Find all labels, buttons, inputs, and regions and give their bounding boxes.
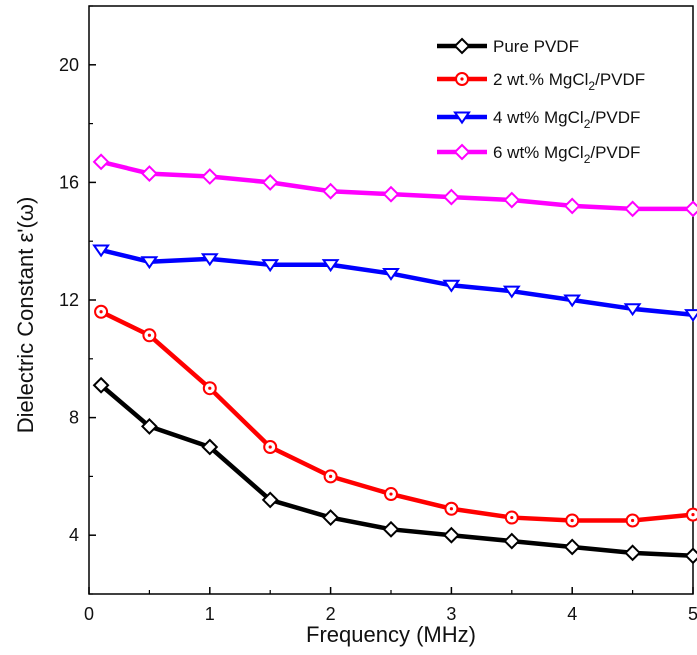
legend-label: 2 wt.% MgCl2/PVDF [493,70,645,93]
data-point-triangle [140,256,159,270]
data-point-diamond [92,153,110,171]
series-3 [92,244,697,323]
data-point-dot [691,513,695,517]
x-axis-title: Frequency (MHz) [306,622,476,647]
data-point-triangle [453,111,471,125]
series-layer [92,153,697,565]
data-point-diamond [503,191,521,209]
data-point-diamond [261,491,279,509]
data-point-triangle [92,244,110,258]
data-point-diamond [92,376,110,394]
data-point-dot [510,515,514,520]
data-point-triangle [502,285,521,299]
data-point-triangle [623,303,642,317]
data-point-diamond [684,547,697,565]
data-point-diamond [382,520,400,538]
legend: Pure PVDF 2 wt.% MgCl2/PVDF 4 wt% MgCl2/PV… [437,37,645,166]
x-tick-label: 0 [84,604,94,624]
data-point-triangle [382,267,400,281]
data-point-diamond [563,197,581,215]
legend-label: 6 wt% MgCl2/PVDF [493,143,640,166]
data-point-diamond [322,509,340,526]
data-point-diamond [624,544,642,562]
data-point-diamond [684,200,697,218]
data-point-dot [631,518,635,523]
legend-label: Pure PVDF [493,37,579,56]
data-point-diamond [382,185,400,203]
series-line [98,247,696,317]
y-axis-title: Dielectric Constant εʹ(ω) [13,197,38,434]
y-tick-label: 4 [69,525,79,545]
plot-frame [88,5,694,595]
data-point-dot [460,77,464,81]
data-point-diamond [453,37,471,55]
legend-entry-2: 2 wt.% MgCl2/PVDF [437,70,645,93]
data-point-dot [268,445,272,449]
data-point-diamond [563,538,581,556]
series-4 [92,153,697,218]
x-tick-label: 1 [205,604,215,624]
data-point-diamond [201,168,219,185]
legend-entry-1: Pure PVDF [437,37,579,56]
data-point-triangle [442,279,461,293]
data-point-diamond [261,173,279,191]
y-tick-label: 16 [59,172,79,192]
data-point-triangle [200,253,219,267]
y-tick-label: 12 [59,290,79,310]
series-line [98,159,696,212]
legend-label: 4 wt% MgCl2/PVDF [493,108,640,131]
data-point-diamond [503,532,521,550]
data-point-dot [570,518,574,523]
data-point-dot [147,333,151,337]
data-point-triangle [261,259,280,273]
data-point-dot [99,310,103,314]
series-line [98,309,696,523]
data-point-diamond [453,143,471,161]
y-axis-title-suffix: ʹ(ω) [13,197,38,233]
data-point-triangle [563,294,582,308]
series-2 [94,304,697,528]
legend-entry-4: 6 wt% MgCl2/PVDF [437,143,640,166]
data-point-diamond [322,182,340,200]
data-point-triangle [321,259,340,273]
data-point-diamond [140,418,158,435]
y-tick-label: 8 [69,408,79,428]
series-1 [92,376,697,565]
data-point-diamond [624,200,642,218]
y-tick-label: 20 [59,55,79,75]
x-tick-label: 3 [446,604,456,624]
data-point-diamond [442,188,460,206]
data-point-dot [449,507,453,511]
y-axis-title-main: Dielectric Constant ε [13,233,38,434]
data-point-diamond [442,526,460,544]
data-point-diamond [201,438,219,456]
data-point-dot [208,386,212,390]
plot-area [88,5,694,595]
data-point-dot [329,474,333,478]
x-tick-label: 4 [567,604,577,624]
data-point-diamond [140,165,158,182]
data-point-dot [389,492,393,496]
x-tick-label: 2 [326,604,336,624]
legend-entry-3: 4 wt% MgCl2/PVDF [437,108,640,131]
x-tick-label: 5 [688,604,697,624]
